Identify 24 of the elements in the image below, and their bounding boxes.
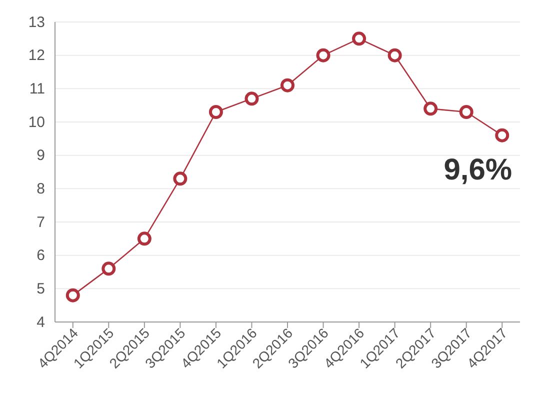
point <box>352 32 366 46</box>
y-tick-label: 5 <box>36 280 45 298</box>
point <box>280 78 294 92</box>
point <box>208 105 223 119</box>
y-tick-label: 9 <box>36 147 45 164</box>
point <box>244 92 259 106</box>
point <box>495 128 510 142</box>
y-tick-label: 10 <box>28 114 45 131</box>
point <box>102 262 116 276</box>
y-tick-label: 13 <box>28 14 45 31</box>
point <box>459 105 474 119</box>
point <box>424 102 438 116</box>
y-tick-label: 4 <box>36 314 45 331</box>
point <box>173 172 188 186</box>
point <box>137 232 152 246</box>
y-tick-label: 11 <box>29 80 45 98</box>
point <box>66 288 80 302</box>
y-tick-label: 8 <box>36 180 45 198</box>
annotation: 9,6% <box>444 153 512 186</box>
point <box>316 48 330 62</box>
point <box>388 48 402 62</box>
y-tick-label: 12 <box>28 47 45 64</box>
y-tick-label: 6 <box>36 247 45 264</box>
y-tick-label: 7 <box>36 214 45 231</box>
